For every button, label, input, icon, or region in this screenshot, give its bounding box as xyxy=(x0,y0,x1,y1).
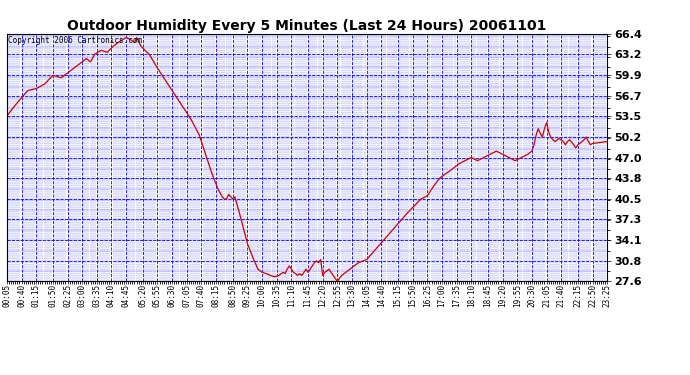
Text: Copyright 2006 Cartronics.com: Copyright 2006 Cartronics.com xyxy=(8,36,142,45)
Title: Outdoor Humidity Every 5 Minutes (Last 24 Hours) 20061101: Outdoor Humidity Every 5 Minutes (Last 2… xyxy=(68,19,546,33)
